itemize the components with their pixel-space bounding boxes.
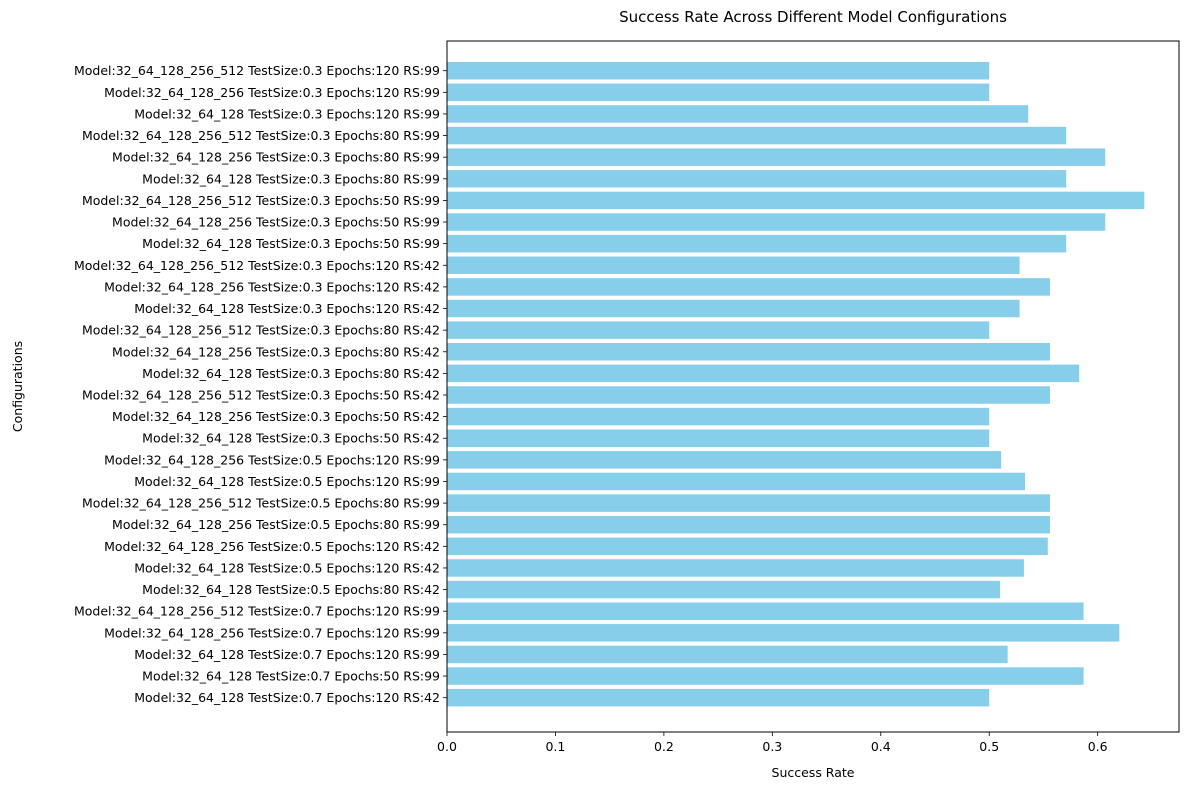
- bar: [447, 559, 1024, 577]
- x-tick-label: 0.5: [979, 739, 999, 754]
- bar: [447, 472, 1026, 491]
- bars-group: [447, 61, 1145, 707]
- bar: [447, 191, 1145, 210]
- y-tick-label: Model:32_64_128_256 TestSize:0.3 Epochs:…: [112, 150, 440, 165]
- y-tick-label: Model:32_64_128 TestSize:0.7 Epochs:120 …: [134, 690, 440, 705]
- x-tick-label: 0.2: [654, 739, 674, 754]
- x-tick-label: 0.3: [762, 739, 782, 754]
- y-tick-label: Model:32_64_128_256 TestSize:0.3 Epochs:…: [112, 409, 440, 424]
- bar: [447, 451, 1002, 469]
- bar: [447, 407, 990, 426]
- bar: [447, 364, 1080, 383]
- y-tick-label: Model:32_64_128_256_512 TestSize:0.3 Epo…: [74, 258, 440, 273]
- y-tick-label: Model:32_64_128_256 TestSize:0.5 Epochs:…: [104, 539, 440, 554]
- y-tick-label: Model:32_64_128 TestSize:0.7 Epochs:120 …: [134, 647, 440, 662]
- y-tick-label: Model:32_64_128_256 TestSize:0.3 Epochs:…: [104, 279, 440, 294]
- y-tick-label: Model:32_64_128_256_512 TestSize:0.5 Epo…: [82, 496, 440, 511]
- y-tick-label: Model:32_64_128 TestSize:0.3 Epochs:120 …: [134, 301, 440, 316]
- y-tick-label: Model:32_64_128 TestSize:0.3 Epochs:80 R…: [142, 366, 440, 381]
- y-tick-label: Model:32_64_128 TestSize:0.5 Epochs:120 …: [134, 560, 440, 575]
- bar: [447, 105, 1029, 123]
- bar: [447, 278, 1050, 296]
- bar: [447, 688, 990, 707]
- y-tick-label: Model:32_64_128 TestSize:0.3 Epochs:80 R…: [142, 171, 440, 186]
- plot-frame: [446, 40, 1180, 733]
- y-tick-label: Model:32_64_128 TestSize:0.5 Epochs:80 R…: [142, 582, 440, 597]
- bar: [447, 429, 990, 447]
- bar: [447, 234, 1067, 253]
- bar: [447, 645, 1008, 664]
- bar: [447, 343, 1050, 361]
- y-tick-label: Model:32_64_128_256_512 TestSize:0.7 Epo…: [74, 604, 440, 619]
- x-ticks: 0.0 0.1 0.2 0.3 0.4 0.5 0.6: [437, 732, 1108, 754]
- bar: [447, 321, 990, 339]
- bar: [447, 126, 1067, 145]
- bar: [447, 580, 1001, 599]
- bar: [447, 83, 990, 102]
- bar: [447, 299, 1020, 318]
- y-tick-label: Model:32_64_128 TestSize:0.3 Epochs:50 R…: [142, 236, 440, 251]
- chart-title: Success Rate Across Different Model Conf…: [619, 8, 1007, 26]
- y-tick-label: Model:32_64_128 TestSize:0.5 Epochs:120 …: [134, 474, 440, 489]
- bar: [447, 602, 1084, 620]
- y-tick-label: Model:32_64_128_256_512 TestSize:0.3 Epo…: [74, 63, 440, 78]
- y-tick-label: Model:32_64_128 TestSize:0.3 Epochs:50 R…: [142, 431, 440, 446]
- bar: [447, 170, 1067, 188]
- bar: [447, 537, 1048, 556]
- y-tick-label: Model:32_64_128_256_512 TestSize:0.3 Epo…: [82, 323, 440, 338]
- y-tick-label: Model:32_64_128 TestSize:0.3 Epochs:120 …: [134, 106, 440, 121]
- y-axis-title: Configurations: [10, 341, 25, 432]
- x-tick-label: 0.1: [545, 739, 565, 754]
- y-tick-label: Model:32_64_128 TestSize:0.7 Epochs:50 R…: [142, 669, 440, 684]
- bar: [447, 148, 1106, 166]
- bar: [447, 494, 1050, 512]
- y-tick-label: Model:32_64_128_256 TestSize:0.7 Epochs:…: [104, 625, 440, 640]
- bar: [447, 256, 1020, 275]
- y-tick-label: Model:32_64_128_256 TestSize:0.5 Epochs:…: [112, 517, 440, 532]
- bar: [447, 61, 990, 80]
- y-tick-label: Model:32_64_128_256 TestSize:0.3 Epochs:…: [112, 215, 440, 230]
- bar: [447, 624, 1120, 642]
- bar: [447, 386, 1050, 404]
- bar: [447, 667, 1084, 685]
- x-axis-title: Success Rate: [772, 765, 855, 780]
- bar: [447, 515, 1050, 534]
- bar: [447, 213, 1106, 231]
- y-tick-labels: Model:32_64_128_256_512 TestSize:0.3 Epo…: [74, 63, 447, 705]
- y-tick-label: Model:32_64_128_256_512 TestSize:0.3 Epo…: [82, 388, 440, 403]
- x-tick-label: 0.6: [1088, 739, 1108, 754]
- y-tick-label: Model:32_64_128_256 TestSize:0.3 Epochs:…: [112, 344, 440, 359]
- y-tick-label: Model:32_64_128_256_512 TestSize:0.3 Epo…: [82, 128, 440, 143]
- y-tick-label: Model:32_64_128_256 TestSize:0.5 Epochs:…: [104, 452, 440, 467]
- x-tick-label: 0.0: [437, 739, 457, 754]
- x-tick-label: 0.4: [871, 739, 891, 754]
- y-tick-label: Model:32_64_128_256 TestSize:0.3 Epochs:…: [104, 85, 440, 100]
- y-tick-label: Model:32_64_128_256_512 TestSize:0.3 Epo…: [82, 193, 440, 208]
